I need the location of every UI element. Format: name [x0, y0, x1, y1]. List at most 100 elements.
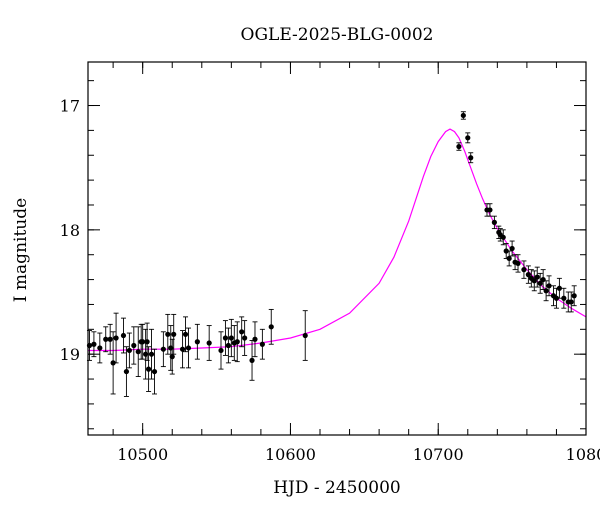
point-marker — [487, 207, 493, 213]
point-marker — [222, 335, 229, 341]
point-marker — [165, 331, 171, 337]
data-point — [456, 142, 462, 151]
data-point — [91, 331, 97, 358]
data-point — [145, 346, 152, 392]
data-point — [107, 323, 113, 355]
data-point — [550, 285, 557, 307]
point-marker — [537, 280, 543, 286]
point-marker — [97, 345, 103, 351]
data-point — [531, 270, 537, 292]
point-marker — [194, 339, 200, 345]
y-tick-label: 17 — [60, 97, 80, 116]
model-curve — [88, 128, 587, 352]
data-point — [228, 318, 234, 358]
point-marker — [521, 267, 527, 273]
data-point — [465, 132, 471, 144]
data-point — [540, 269, 546, 290]
data-point — [222, 320, 229, 356]
point-marker — [252, 336, 258, 342]
point-marker — [506, 255, 512, 262]
data-point — [268, 308, 274, 345]
point-marker — [145, 366, 152, 372]
data-point — [97, 332, 103, 364]
point-marker — [160, 346, 166, 352]
point-marker — [465, 135, 471, 141]
data-point — [234, 321, 240, 363]
point-marker — [131, 342, 137, 349]
data-point — [171, 313, 177, 355]
point-marker — [113, 335, 119, 341]
point-marker — [225, 342, 231, 349]
point-marker — [110, 360, 116, 366]
point-marker — [234, 339, 240, 345]
data-point — [506, 250, 512, 267]
y-tick-label: 19 — [60, 345, 80, 364]
point-marker — [182, 331, 189, 337]
data-point — [568, 291, 574, 313]
data-point — [169, 338, 175, 375]
point-marker — [500, 234, 506, 240]
point-marker — [228, 335, 234, 341]
plot-frame — [87, 61, 587, 436]
point-marker — [468, 155, 474, 161]
point-marker — [249, 357, 255, 363]
data-point — [487, 203, 493, 217]
data-point — [561, 287, 567, 309]
point-marker — [561, 295, 567, 301]
point-marker — [91, 341, 97, 347]
point-marker — [171, 331, 177, 337]
point-marker — [242, 335, 248, 341]
y-tick-label: 18 — [60, 221, 80, 240]
x-axis-label: HJD - 2450000 — [273, 478, 401, 498]
data-point — [259, 328, 265, 360]
data-point — [537, 272, 543, 294]
data-points-group — [86, 111, 577, 397]
point-marker — [218, 347, 224, 354]
data-point — [182, 316, 189, 353]
point-marker — [503, 248, 509, 254]
point-marker — [553, 295, 560, 301]
data-point — [252, 321, 258, 358]
point-marker — [144, 339, 150, 345]
data-point — [165, 313, 171, 355]
data-point — [546, 275, 552, 297]
data-point — [140, 323, 146, 360]
point-marker — [515, 260, 521, 267]
point-marker — [169, 354, 175, 360]
data-point — [242, 320, 248, 356]
point-marker — [525, 272, 531, 278]
data-point — [131, 326, 137, 365]
data-point — [500, 229, 506, 246]
point-marker — [123, 368, 130, 375]
point-marker — [135, 349, 141, 355]
point-marker — [179, 346, 186, 352]
data-point — [120, 317, 127, 354]
data-point — [460, 111, 466, 120]
data-point — [144, 322, 150, 361]
data-point — [148, 328, 155, 380]
data-point — [525, 265, 531, 284]
data-point — [491, 215, 497, 230]
y-axis-label: I magnitude — [11, 198, 31, 302]
data-point — [515, 254, 521, 273]
tick-labels: 10500 10600 10700 1080 17 18 19 — [60, 97, 600, 464]
point-marker — [531, 278, 537, 284]
point-marker — [302, 332, 308, 339]
point-marker — [568, 299, 574, 305]
point-marker — [126, 347, 132, 354]
data-point — [543, 280, 549, 302]
data-point — [151, 348, 158, 395]
point-marker — [206, 340, 212, 346]
data-point — [231, 325, 237, 361]
data-point — [126, 332, 132, 369]
data-point — [185, 327, 192, 369]
data-point — [103, 326, 109, 353]
data-point — [249, 340, 255, 381]
x-tick-label: 1080 — [566, 445, 600, 464]
point-marker — [543, 288, 549, 294]
chart-title: OGLE-2025-BLG-0002 — [241, 25, 434, 45]
x-tick-label: 10500 — [117, 445, 168, 464]
point-marker — [185, 345, 192, 351]
data-point — [110, 331, 116, 395]
